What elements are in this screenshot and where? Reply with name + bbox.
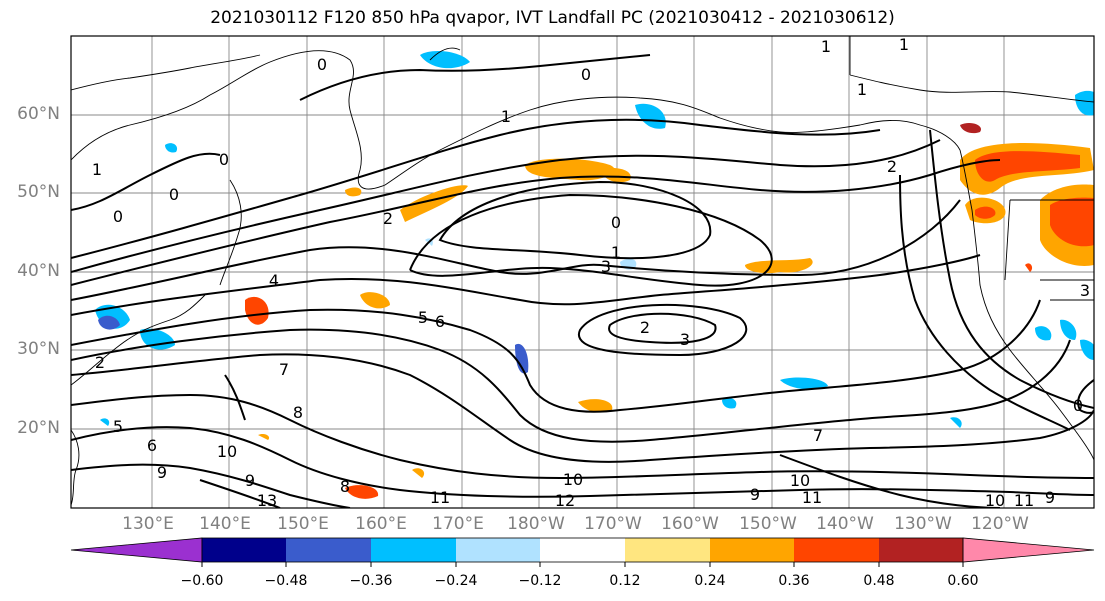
colorbar-tick-label: 0.24: [694, 573, 726, 589]
colorbar-extend-max: [962, 537, 1095, 563]
lat-label: 50°N: [17, 182, 60, 202]
contour-label: 10: [985, 491, 1005, 510]
colorbar-segment: [456, 538, 540, 562]
contour-label: 10: [790, 471, 810, 490]
contour-label: 9: [1045, 488, 1055, 507]
contour-label: 9: [157, 463, 167, 482]
colorbar-tick-label: −0.48: [264, 573, 308, 589]
contour-label: 0: [317, 55, 327, 74]
lat-label: 60°N: [17, 104, 60, 124]
contour-label: 2: [640, 318, 650, 337]
lon-label: 120°W: [971, 514, 1029, 534]
contour-label: 5: [418, 308, 428, 327]
contour-label: 0: [113, 207, 123, 226]
contour-label: 2: [887, 157, 897, 176]
contour-label: 10: [563, 470, 583, 489]
map-frame: [70, 35, 1095, 509]
colorbar-extend-min: [70, 537, 203, 563]
contour-label: 7: [279, 360, 289, 379]
contour-label: 3: [680, 330, 690, 349]
colorbar-tick-label: −0.12: [518, 573, 562, 589]
contour-label: 11: [802, 488, 822, 507]
contour-label: 7: [813, 426, 823, 445]
contour-label: 0: [219, 150, 229, 169]
colorbar-tick-label: −0.36: [349, 573, 393, 589]
colorbar-segment: [879, 538, 963, 562]
colorbar: [70, 537, 1095, 567]
positive-anomaly-patches: [245, 122, 1094, 499]
contour-label: 0: [611, 213, 621, 232]
lon-label: 170°E: [432, 514, 484, 534]
lon-label: 180°W: [507, 514, 565, 534]
contour-label: 5: [113, 417, 123, 436]
colorbar-segment: [710, 538, 794, 562]
contour-label: 1: [857, 80, 867, 99]
contour-labels: 0 1 1 0 2 1 0 1 0 1 0 2 0 1 3 4 5 6 2 3 …: [92, 35, 1090, 510]
lon-label: 150°E: [277, 514, 329, 534]
colorbar-segment: [202, 538, 286, 562]
colorbar-segment: [371, 538, 456, 562]
colorbar-tick-label: 0.60: [947, 573, 979, 589]
contour-label: 6: [147, 436, 157, 455]
contour-label: 1: [899, 35, 909, 54]
contour-label: 10: [217, 442, 237, 461]
lon-label: 150°W: [739, 514, 797, 534]
contour-label: 8: [293, 403, 303, 422]
contour-label: 11: [430, 488, 450, 507]
colorbar-segment: [286, 538, 371, 562]
contour-label: 2: [95, 353, 105, 372]
contour-label: 4: [269, 271, 279, 290]
lon-label: 130°W: [894, 514, 952, 534]
contour-label: 8: [340, 477, 350, 496]
contour-label: 1: [501, 107, 511, 126]
contour-label: 2: [383, 209, 393, 228]
lon-label: 170°W: [584, 514, 642, 534]
colorbar-segment: [625, 538, 710, 562]
colorbar-tick-label: 0.36: [778, 573, 810, 589]
lon-label: 130°E: [122, 514, 174, 534]
contour-label: 1: [92, 160, 102, 179]
colorbar-segment: [540, 538, 625, 562]
coastlines: [71, 36, 1094, 506]
lon-label: 140°E: [199, 514, 251, 534]
lon-label: 140°W: [816, 514, 874, 534]
colorbar-tick-label: −0.24: [434, 573, 478, 589]
lat-label: 20°N: [17, 418, 60, 438]
contour-label: 0: [169, 185, 179, 204]
colorbar-tick-label: 0.12: [609, 573, 641, 589]
contour-label: 3: [1080, 281, 1090, 300]
contour-label: 6: [435, 312, 445, 331]
map-title: 2021030112 F120 850 hPa qvapor, IVT Land…: [210, 8, 895, 28]
lon-label: 160°W: [661, 514, 719, 534]
contour-label: 9: [245, 471, 255, 490]
contour-label: 9: [750, 485, 760, 504]
contour-label: 13: [257, 491, 277, 510]
negative-anomaly-patches: [95, 50, 1094, 428]
lat-label: 40°N: [17, 261, 60, 281]
contour-label: 11: [1014, 491, 1034, 510]
contour-label: 0: [1073, 396, 1083, 415]
contours: [71, 54, 1094, 508]
contour-label: 1: [821, 37, 831, 56]
contour-label: 12: [555, 491, 575, 510]
lon-label: 160°E: [355, 514, 407, 534]
contour-label: 3: [601, 257, 611, 276]
colorbar-segment: [794, 538, 879, 562]
colorbar-tick-label: 0.48: [863, 573, 895, 589]
contour-label: 1: [611, 243, 621, 262]
colorbar-tick-label: −0.60: [180, 573, 224, 589]
contour-label: 0: [581, 65, 591, 84]
lat-label: 30°N: [17, 339, 60, 359]
